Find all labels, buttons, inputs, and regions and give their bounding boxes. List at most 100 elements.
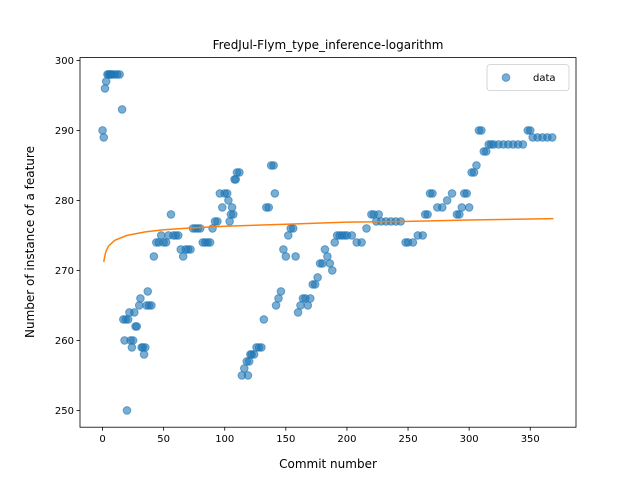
data-point bbox=[101, 77, 111, 86]
data-point bbox=[276, 287, 286, 296]
data-point bbox=[274, 294, 283, 303]
data-point bbox=[325, 259, 335, 268]
data-point bbox=[166, 210, 176, 219]
data-point bbox=[134, 301, 144, 310]
data-point bbox=[217, 203, 227, 212]
data-point bbox=[231, 175, 241, 184]
data-point bbox=[149, 252, 159, 261]
x-tick-label: 200 bbox=[337, 434, 356, 445]
data-point bbox=[518, 140, 528, 149]
y-axis-label: Number of instance of a feature bbox=[23, 146, 37, 338]
data-point bbox=[269, 161, 278, 170]
data-point bbox=[330, 238, 340, 247]
data-point bbox=[98, 126, 107, 135]
data-point bbox=[374, 210, 384, 219]
data-point bbox=[259, 315, 269, 324]
data-point bbox=[196, 224, 205, 233]
data-point bbox=[249, 350, 259, 359]
data-point bbox=[136, 294, 145, 303]
fit-line bbox=[103, 217, 554, 263]
data-point bbox=[477, 126, 486, 135]
x-axis-label: Commit number bbox=[279, 457, 377, 471]
data-point bbox=[320, 245, 330, 254]
data-point bbox=[115, 70, 124, 79]
data-point bbox=[128, 336, 138, 345]
data-point bbox=[318, 259, 327, 268]
data-point bbox=[525, 126, 535, 135]
data-point bbox=[313, 273, 322, 282]
data-point bbox=[257, 343, 266, 352]
y-tick-label: 250 bbox=[55, 406, 74, 417]
data-point bbox=[408, 238, 418, 247]
data-point bbox=[161, 238, 171, 247]
data-point bbox=[174, 231, 183, 240]
data-point bbox=[100, 84, 110, 93]
data-point bbox=[127, 343, 137, 352]
x-tick-label: 350 bbox=[521, 434, 540, 445]
data-point bbox=[442, 196, 452, 205]
data-point bbox=[323, 252, 332, 261]
data-point bbox=[123, 315, 133, 324]
data-point bbox=[225, 217, 234, 226]
data-point bbox=[310, 280, 320, 289]
data-point bbox=[208, 224, 217, 233]
data-point bbox=[244, 357, 254, 366]
data-point bbox=[327, 266, 337, 275]
x-tick-label: 50 bbox=[157, 434, 170, 445]
data-point bbox=[147, 301, 156, 310]
legend-marker bbox=[501, 73, 511, 82]
data-point bbox=[481, 147, 491, 156]
data-point bbox=[243, 371, 253, 380]
y-tick-label: 300 bbox=[55, 56, 74, 67]
legend-box bbox=[486, 64, 570, 91]
data-point bbox=[288, 224, 298, 233]
data-point bbox=[279, 245, 288, 254]
data-point bbox=[547, 133, 557, 142]
x-tick-label: 0 bbox=[99, 434, 105, 445]
data-point bbox=[239, 364, 249, 373]
x-tick-label: 100 bbox=[215, 434, 234, 445]
data-point bbox=[447, 189, 457, 198]
x-tick-label: 300 bbox=[460, 434, 479, 445]
data-point bbox=[357, 238, 366, 247]
data-point bbox=[270, 189, 280, 198]
data-point bbox=[362, 224, 371, 233]
data-point bbox=[293, 308, 303, 317]
data-point bbox=[130, 308, 139, 317]
data-point bbox=[281, 252, 291, 261]
data-point bbox=[99, 133, 109, 142]
x-tick-label: 150 bbox=[276, 434, 295, 445]
data-point bbox=[139, 350, 149, 359]
data-point bbox=[469, 168, 479, 177]
data-point bbox=[186, 245, 195, 254]
data-point bbox=[291, 252, 300, 261]
data-point bbox=[228, 210, 238, 219]
data-point bbox=[283, 231, 293, 240]
data-point bbox=[464, 203, 474, 212]
data-point bbox=[132, 322, 142, 331]
y-tick-label: 270 bbox=[55, 266, 74, 277]
data-point bbox=[222, 189, 232, 198]
x-tick-label: 250 bbox=[398, 434, 417, 445]
data-point bbox=[264, 203, 274, 212]
data-point bbox=[455, 210, 464, 219]
data-point bbox=[457, 203, 467, 212]
data-point bbox=[178, 252, 188, 261]
y-tick-label: 290 bbox=[55, 126, 74, 137]
plot-frame bbox=[79, 57, 577, 428]
data-point bbox=[418, 231, 428, 240]
data-point bbox=[462, 189, 471, 198]
data-point bbox=[213, 217, 222, 226]
data-point bbox=[141, 343, 150, 352]
legend-label: data bbox=[533, 73, 556, 84]
data-point bbox=[235, 168, 244, 177]
data-point bbox=[224, 196, 233, 205]
data-point bbox=[347, 231, 357, 240]
data-point bbox=[122, 406, 132, 415]
data-point bbox=[227, 203, 237, 212]
chart-title: FredJul-Flym_type_inference-logarithm bbox=[213, 38, 444, 52]
data-point bbox=[437, 203, 447, 212]
data-point bbox=[205, 238, 215, 247]
data-point bbox=[472, 161, 481, 170]
